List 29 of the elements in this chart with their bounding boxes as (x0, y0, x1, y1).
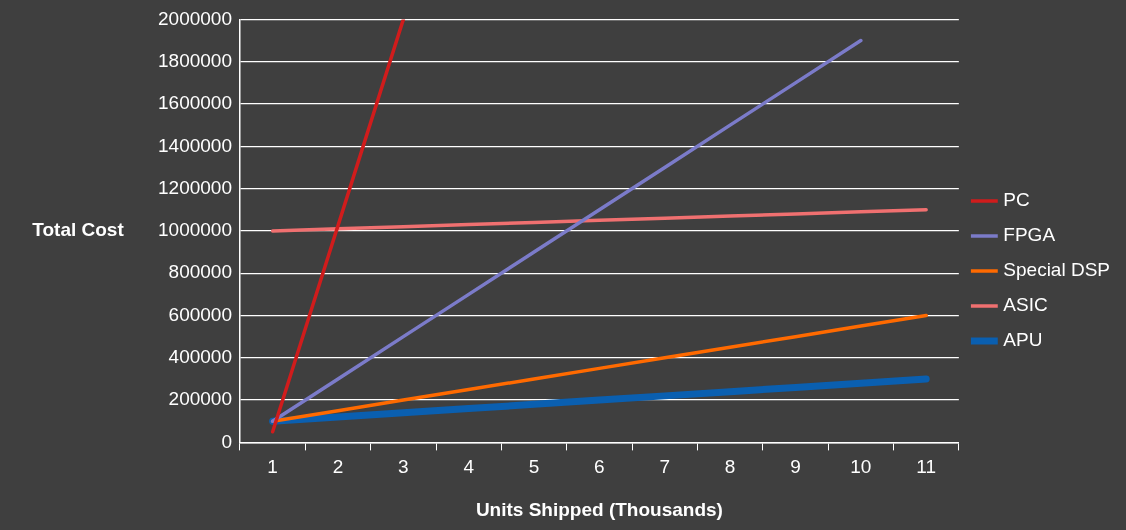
legend-label: ASIC (1003, 294, 1048, 316)
y-tick-label: 0 (221, 430, 232, 452)
y-tick-label: 1800000 (158, 49, 232, 71)
y-tick-label: 400000 (168, 346, 232, 368)
legend-label: FPGA (1003, 224, 1056, 246)
legend-label: APU (1003, 329, 1043, 351)
y-tick-label: 600000 (168, 303, 232, 325)
y-axis-title: Total Cost (32, 219, 125, 241)
x-tick-label: 1 (267, 456, 278, 478)
y-tick-label: 1000000 (158, 219, 232, 241)
y-tick-label: 200000 (168, 388, 232, 410)
y-tick-label: 2000000 (158, 7, 232, 29)
x-tick-label: 7 (659, 456, 671, 478)
x-tick-label: 4 (463, 456, 475, 478)
x-tick-label: 10 (850, 456, 872, 478)
y-tick-label: 1400000 (158, 134, 232, 156)
x-tick-label: 2 (332, 456, 344, 478)
y-tick-label: 1200000 (158, 176, 232, 198)
x-tick-label: 8 (724, 456, 736, 478)
legend-label: Special DSP (1003, 259, 1111, 281)
x-axis-title: Units Shipped (Thousands) (475, 498, 723, 520)
x-tick-label: 5 (528, 456, 540, 478)
x-tick-label: 3 (398, 456, 409, 478)
x-tick-label: 6 (594, 456, 605, 478)
y-tick-label: 1600000 (158, 92, 232, 114)
x-tick-label: 11 (916, 456, 937, 478)
legend-label: PC (1003, 189, 1030, 211)
x-tick-label: 9 (790, 456, 801, 478)
y-tick-label: 800000 (168, 261, 232, 283)
